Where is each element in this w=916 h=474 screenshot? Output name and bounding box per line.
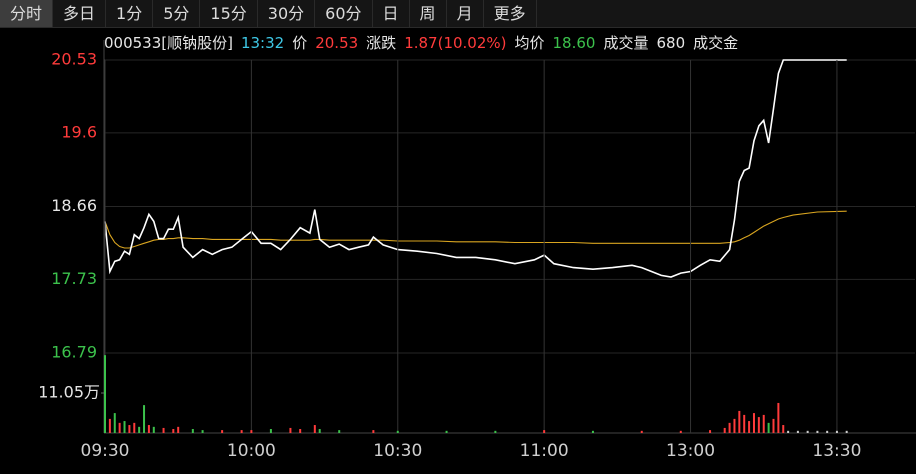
volume-bar: [762, 414, 765, 433]
volume-bar: [752, 413, 755, 433]
volume-bar: [396, 430, 399, 433]
info-item: 000533[顺钠股份]: [104, 34, 233, 52]
volume-bar: [201, 430, 204, 433]
volume-bar: [816, 430, 819, 433]
volume-bar: [372, 430, 375, 433]
volume-bar: [269, 429, 272, 433]
x-tick-label: 10:30: [373, 441, 422, 461]
volume-bar: [177, 426, 180, 433]
volume-bar: [104, 355, 106, 433]
info-item: 成交金: [693, 34, 739, 52]
volume-bar: [679, 430, 682, 433]
volume-bar: [143, 405, 146, 433]
x-tick-label: 09:30: [81, 441, 130, 461]
volume-bar: [835, 430, 838, 433]
volume-bar: [826, 430, 829, 433]
volume-bar: [289, 427, 292, 433]
info-item: 13:32: [240, 34, 285, 52]
volume-bar: [240, 430, 243, 433]
volume-bar: [191, 429, 194, 433]
volume-bar: [748, 421, 751, 433]
volume-bar: [250, 430, 253, 433]
volume-bar: [767, 422, 770, 433]
tab[interactable]: 日: [373, 0, 410, 27]
volume-bar: [772, 418, 775, 433]
tab[interactable]: 月: [447, 0, 484, 27]
info-item: 18.60: [552, 34, 596, 52]
y-tick-label: 17.73: [51, 269, 97, 288]
volume-bar: [845, 430, 848, 433]
volume-bar: [591, 430, 594, 433]
x-tick-label: 10:00: [227, 441, 276, 461]
tab[interactable]: 60分: [315, 0, 373, 27]
volume-bar: [138, 426, 141, 433]
volume-bar: [787, 430, 790, 433]
volume-bar: [445, 430, 448, 433]
tab[interactable]: 30分: [258, 0, 316, 27]
volume-bar: [108, 418, 111, 433]
volume-bar: [743, 414, 746, 433]
info-item: 成交量: [603, 34, 649, 52]
toolbar: 分时 多日 1分 5分 15分 30分 60分日周月更多: [0, 0, 916, 28]
info-item: 680: [656, 34, 686, 52]
volume-bar: [543, 430, 546, 433]
volume-bar: [133, 422, 136, 433]
y-tick-label: 18.66: [51, 196, 97, 215]
volume-bar: [494, 430, 497, 433]
x-tick-label: 13:00: [666, 441, 715, 461]
volume-bar: [777, 402, 780, 433]
volume-bar: [162, 427, 165, 433]
volume-bar: [723, 427, 726, 433]
info-item: 价: [292, 34, 308, 52]
volume-bar: [782, 425, 785, 433]
tab[interactable]: 更多: [484, 0, 537, 27]
volume-bar: [221, 430, 224, 433]
y-tick-label: 20.53: [51, 50, 97, 69]
x-tick-label: 11:00: [520, 441, 569, 461]
volume-bar: [118, 422, 121, 433]
y-tick-label: 16.79: [51, 343, 97, 362]
info-item: 1.87(10.02%): [404, 34, 507, 52]
volume-bar: [113, 413, 116, 433]
price-line: [104, 59, 847, 278]
tab[interactable]: 15分: [200, 0, 258, 27]
volume-bar: [806, 430, 809, 433]
tab[interactable]: 多日: [53, 0, 107, 27]
x-tick-label: 13:30: [812, 441, 861, 461]
y-tick-label: 19.6: [61, 122, 97, 141]
y-tick-label: 11.05万: [38, 383, 100, 402]
tab[interactable]: 分时: [0, 0, 54, 27]
price-line: [104, 210, 847, 249]
volume-bar: [338, 430, 341, 433]
volume-bar: [709, 430, 712, 433]
info-item: 20.53: [315, 34, 359, 52]
info-item: 均价: [514, 34, 545, 52]
volume-bar: [147, 425, 150, 433]
volume-bar: [299, 429, 302, 433]
info-item: 涨跌: [366, 34, 397, 52]
volume-bar: [733, 418, 736, 433]
volume-bar: [172, 429, 175, 433]
volume-bar: [757, 417, 760, 433]
info-bar: 000533[顺钠股份] 13:32 价 20.53 涨跌 1.87(10.02%) 均价 1…: [104, 33, 746, 53]
volume-bar: [640, 430, 643, 433]
volume-bar: [738, 410, 741, 433]
volume-bar: [123, 421, 126, 433]
volume-bar: [128, 425, 131, 433]
tab[interactable]: 1分: [106, 0, 154, 27]
volume-bar: [318, 429, 321, 433]
tab[interactable]: 5分: [153, 0, 201, 27]
volume-bar: [796, 430, 799, 433]
volume-bar: [152, 426, 155, 433]
volume-bar: [313, 425, 316, 433]
tab[interactable]: 周: [410, 0, 447, 27]
volume-bar: [728, 422, 731, 433]
